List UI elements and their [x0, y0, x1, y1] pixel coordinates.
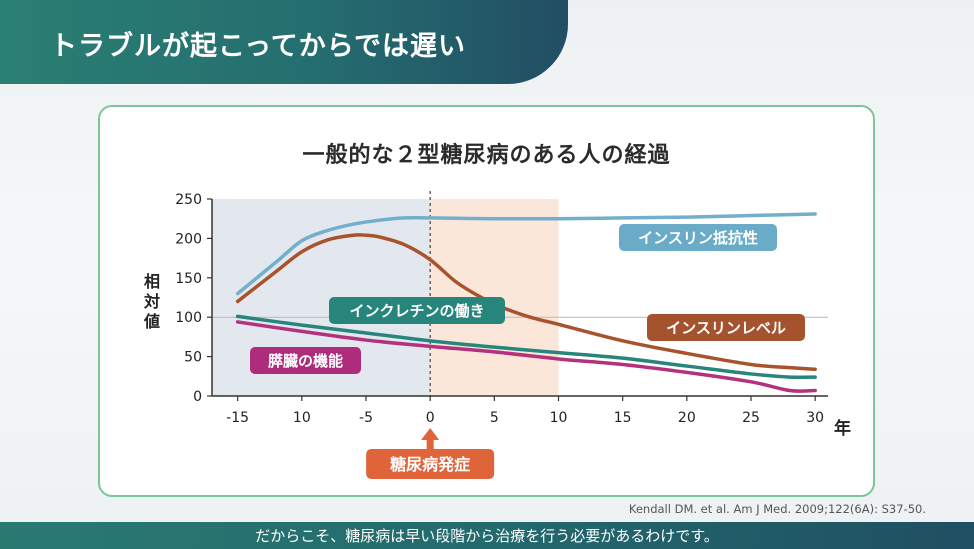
- y-tick-label: 200: [175, 231, 202, 247]
- x-tick-label: 25: [742, 410, 760, 426]
- series-label-box-2: [647, 314, 805, 341]
- x-tick-label: 10: [293, 410, 311, 426]
- series-line-4: [235, 320, 817, 393]
- chart-title: 一般的な２型糖尿病のある人の経過: [302, 143, 671, 168]
- y-axis-label-char: 対: [143, 292, 160, 311]
- series-line-2: [235, 233, 817, 371]
- citation: Kendall DM. et al. Am J Med. 2009;122(6A…: [628, 502, 926, 516]
- y-tick-label: 50: [184, 350, 202, 366]
- header-banner: トラブルが起こってからでは遅い: [0, 0, 568, 84]
- y-axis-label-char: 値: [143, 312, 160, 331]
- series-label-2: インスリンレベル: [666, 319, 786, 337]
- y-axis-label-char: 相: [144, 272, 160, 291]
- onset-label: 糖尿病発症: [390, 455, 470, 474]
- series-label-box-1: [619, 224, 777, 251]
- series-label-1: インスリン抵抗性: [638, 229, 758, 247]
- y-tick-label: 250: [175, 192, 202, 208]
- series-line-1: [235, 212, 817, 296]
- series-label-4: 膵臓の機能: [268, 352, 343, 370]
- chart-card: 一般的な２型糖尿病のある人の経過 0 50 100 150 200 250 -15 10 -5 0…: [98, 105, 875, 497]
- y-tick-label: 150: [175, 271, 202, 287]
- x-tick-label: -5: [359, 410, 373, 426]
- x-tick-label: 20: [678, 410, 696, 426]
- series-label-box-3: [329, 297, 505, 324]
- x-tick-label: 5: [490, 410, 499, 426]
- x-axis-label: 年: [834, 418, 851, 439]
- onset-arrow-shaft: [426, 439, 434, 449]
- page-title: トラブルが起こってからでは遅い: [50, 31, 466, 62]
- x-tick-label: -15: [226, 410, 249, 426]
- onset-arrow-head: [421, 428, 440, 440]
- onset-label-box: [366, 449, 495, 479]
- series-label-box-4: [250, 347, 361, 374]
- footer-banner: だからこそ、糖尿病は早い段階から治療を行う必要があるわけです。: [0, 522, 974, 549]
- footer-caption: だからこそ、糖尿病は早い段階から治療を行う必要があるわけです。: [255, 527, 719, 545]
- series-label-3: インクレチンの働き: [349, 302, 484, 320]
- x-tick-label: 15: [614, 410, 632, 426]
- chart-svg: 0 50 100 150 200 250 -15 10 -5 0 5 10 15 20 25 30 年 相対値 イン…: [143, 191, 851, 479]
- series-line-3: [235, 314, 817, 380]
- y-tick-label: 100: [175, 310, 202, 326]
- y-tick-label: 0: [193, 389, 202, 405]
- x-tick-label: 30: [806, 410, 824, 426]
- x-tick-label: 0: [426, 410, 435, 426]
- x-tick-label: 10: [550, 410, 568, 426]
